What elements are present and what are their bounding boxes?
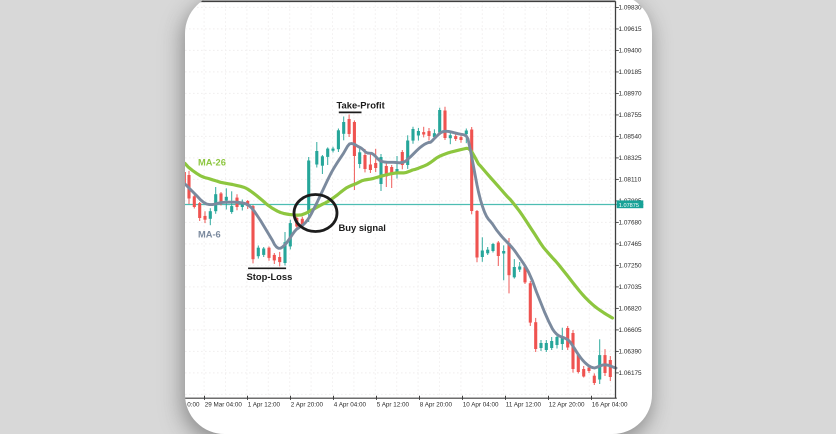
svg-text:1.09185: 1.09185 [618, 69, 642, 76]
svg-text:1 Apr 12:00: 1 Apr 12:00 [247, 401, 280, 408]
svg-text:1.07250: 1.07250 [618, 263, 642, 270]
svg-text:Take-Profit: Take-Profit [336, 100, 384, 111]
svg-text:1.08540: 1.08540 [618, 134, 642, 141]
svg-text:MA-26: MA-26 [198, 157, 226, 167]
svg-text:1.06390: 1.06390 [618, 349, 642, 356]
svg-text:1.09400: 1.09400 [618, 48, 642, 55]
svg-text:10 Apr 04:00: 10 Apr 04:00 [462, 401, 498, 408]
svg-text:1.08110: 1.08110 [618, 177, 641, 184]
svg-text:1.08970: 1.08970 [618, 91, 642, 98]
svg-text:5 Apr 12:00: 5 Apr 12:00 [376, 401, 409, 408]
svg-text:12 Apr 20:00: 12 Apr 20:00 [548, 401, 584, 408]
svg-text:1.07875: 1.07875 [618, 203, 638, 209]
svg-text:1.06175: 1.06175 [618, 370, 642, 377]
svg-text:16 Apr 04:00: 16 Apr 04:00 [591, 401, 627, 408]
svg-text:Buy signal: Buy signal [338, 222, 385, 233]
svg-text:1.07680: 1.07680 [618, 220, 642, 227]
svg-text:MA-6: MA-6 [198, 230, 221, 240]
svg-text:29 Mar 04:00: 29 Mar 04:00 [204, 401, 242, 408]
svg-text:1.06820: 1.06820 [618, 306, 642, 313]
svg-text:1.07465: 1.07465 [618, 241, 642, 248]
svg-text:1.07035: 1.07035 [618, 284, 642, 291]
svg-text:1.09830: 1.09830 [618, 5, 642, 12]
svg-text:1.06605: 1.06605 [618, 327, 642, 334]
svg-text:1.09615: 1.09615 [618, 26, 642, 33]
svg-text:4 Apr 04:00: 4 Apr 04:00 [333, 401, 366, 408]
svg-text:11 Apr 12:00: 11 Apr 12:00 [505, 401, 541, 408]
svg-text:2 Apr 20:00: 2 Apr 20:00 [290, 401, 323, 408]
svg-text:Stop-Loss: Stop-Loss [246, 271, 292, 282]
svg-text:8 Apr 20:00: 8 Apr 20:00 [419, 401, 452, 408]
svg-text:1.08325: 1.08325 [618, 155, 642, 162]
svg-text:1.08755: 1.08755 [618, 112, 642, 119]
svg-text:0:00: 0:00 [187, 401, 200, 408]
